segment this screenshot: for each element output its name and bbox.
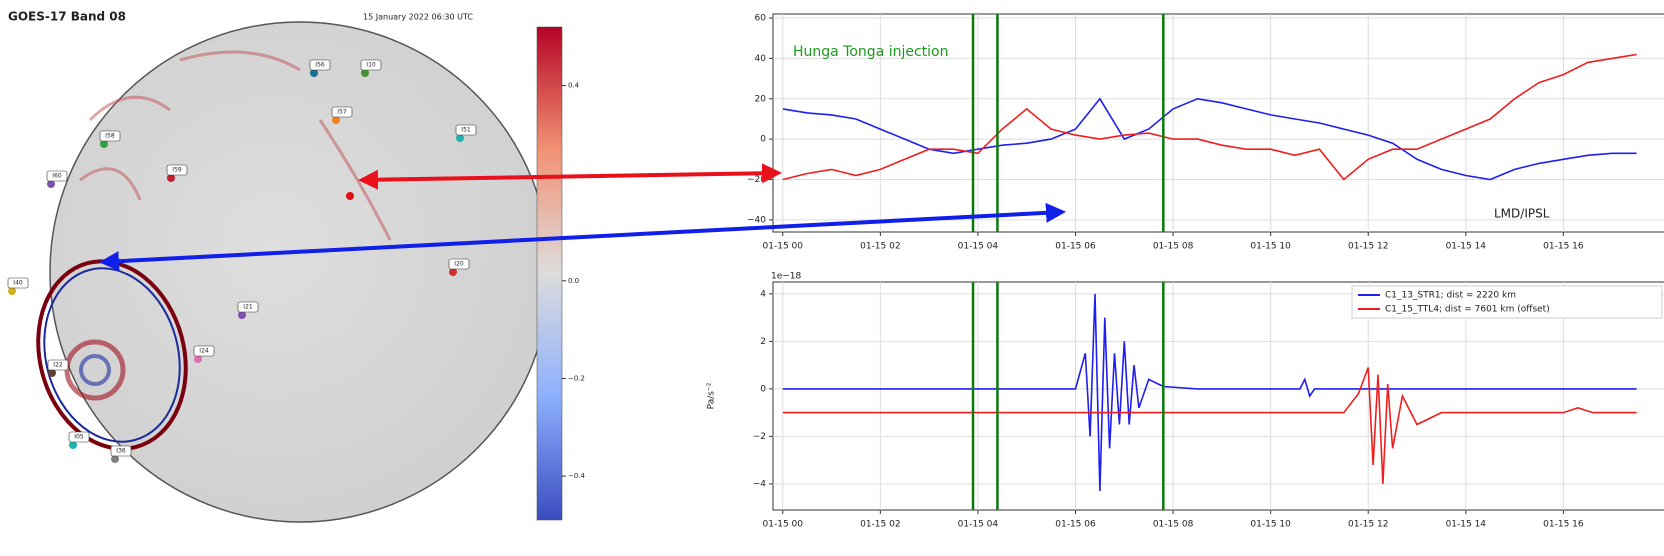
x-tick-label: 01-15 14 <box>1446 520 1487 530</box>
wave-ring <box>79 354 111 386</box>
x-tick-label: 01-15 00 <box>763 242 804 252</box>
station-box <box>99 130 121 142</box>
x-tick-label: 01-15 04 <box>958 520 999 530</box>
station-dot <box>100 140 108 148</box>
station-dot <box>111 455 119 463</box>
x-tick-label: 01-15 12 <box>1348 242 1388 252</box>
colorbar-tick-label: −0.2 <box>568 374 585 382</box>
y-tick-label: 2 <box>760 337 766 347</box>
y-tick-label: 20 <box>755 94 767 104</box>
legend-box <box>1351 285 1663 319</box>
station-label: I36 <box>116 448 126 455</box>
legend-label: C1_13_STR1; dist = 2220 km <box>1385 291 1516 301</box>
annotation: LMD/IPSL <box>1494 207 1550 221</box>
station-box <box>7 277 29 289</box>
station-label: I59 <box>172 167 182 174</box>
series-line <box>782 367 1637 484</box>
y-tick-label: 0 <box>760 135 766 145</box>
station-box <box>309 59 331 71</box>
y-tick-label: 60 <box>755 14 767 24</box>
station-dot <box>361 69 369 77</box>
colorbar-tick-label: 0.0 <box>568 277 579 285</box>
station-box <box>360 59 382 71</box>
station-dot <box>47 180 55 188</box>
legend-label: C1_15_TTL4; dist = 7601 km (offset) <box>1385 305 1550 315</box>
station-dot <box>332 116 340 124</box>
colorbar-tick-label: −0.4 <box>568 472 586 480</box>
y-tick-label: 0 <box>760 384 766 394</box>
station-label: I60 <box>52 173 62 180</box>
station-label: I51 <box>461 127 471 134</box>
plot-area <box>772 13 1664 233</box>
map-panel: GOES-17 Band 08 15 January 2022 06:30 UT… <box>8 10 563 523</box>
station-dot <box>8 287 16 295</box>
series-line <box>782 97 1637 181</box>
series-line <box>782 53 1637 181</box>
colorbar-tick-label: 0.4 <box>568 82 580 90</box>
red-arrow <box>358 163 782 190</box>
x-tick-label: 01-15 02 <box>860 242 900 252</box>
x-tick-label: 01-15 02 <box>860 520 900 530</box>
station-label: I56 <box>315 62 325 69</box>
y-tick-label: −4 <box>753 479 767 489</box>
station-label: I05 <box>74 434 84 441</box>
station-dot <box>456 134 464 142</box>
source-dot <box>346 192 354 200</box>
offset-text: 1e−18 <box>771 272 802 282</box>
station-label: I40 <box>13 280 23 287</box>
y-tick-label: 40 <box>755 54 767 64</box>
y-axis-label: Pa/s⁻² <box>707 382 717 409</box>
station-box <box>47 359 69 371</box>
series-line <box>782 293 1637 492</box>
station-label: I58 <box>105 133 115 140</box>
station-box <box>46 170 68 182</box>
station-box <box>166 164 188 176</box>
station-box <box>110 445 132 457</box>
station-label: I22 <box>53 362 63 369</box>
station-label: I24 <box>199 348 209 355</box>
x-tick-label: 01-15 16 <box>1543 242 1584 252</box>
x-tick-label: 01-15 16 <box>1543 520 1584 530</box>
x-tick-label: 01-15 04 <box>958 242 999 252</box>
station-label: I20 <box>454 261 464 268</box>
wave-ring <box>36 259 188 451</box>
annotation: Hunga Tonga injection <box>793 44 949 60</box>
station-dot <box>167 174 175 182</box>
x-tick-label: 01-15 06 <box>1055 520 1096 530</box>
station-dot <box>48 369 56 377</box>
station-dot <box>310 69 318 77</box>
x-tick-label: 01-15 10 <box>1250 242 1291 252</box>
station-label: I57 <box>337 109 347 116</box>
station-label: I21 <box>243 304 253 311</box>
station-box <box>237 301 259 313</box>
x-tick-label: 01-15 08 <box>1153 520 1194 530</box>
x-tick-label: 01-15 14 <box>1446 242 1487 252</box>
colorbar <box>536 26 563 521</box>
x-tick-label: 01-15 12 <box>1348 520 1388 530</box>
y-tick-label: 4 <box>760 289 766 299</box>
map-timestamp: 15 January 2022 06:30 UTC <box>363 13 473 22</box>
station-box <box>455 124 477 136</box>
x-tick-label: 01-15 08 <box>1153 242 1194 252</box>
station-box <box>193 345 215 357</box>
x-tick-label: 01-15 00 <box>763 520 804 530</box>
x-tick-label: 01-15 10 <box>1250 520 1291 530</box>
station-dot <box>238 311 246 319</box>
y-tick-label: −20 <box>747 175 766 185</box>
x-tick-label: 01-15 06 <box>1055 242 1096 252</box>
station-dot <box>69 441 77 449</box>
station-label: I10 <box>366 62 376 69</box>
plot-area <box>772 281 1664 511</box>
y-tick-label: −2 <box>753 432 766 442</box>
station-box <box>331 106 353 118</box>
station-box <box>68 431 90 443</box>
map-title: GOES-17 Band 08 <box>8 10 126 24</box>
station-dot <box>194 355 202 363</box>
blue-arrow <box>99 202 1066 272</box>
y-tick-label: −40 <box>747 215 766 225</box>
wave-texture <box>79 50 392 241</box>
